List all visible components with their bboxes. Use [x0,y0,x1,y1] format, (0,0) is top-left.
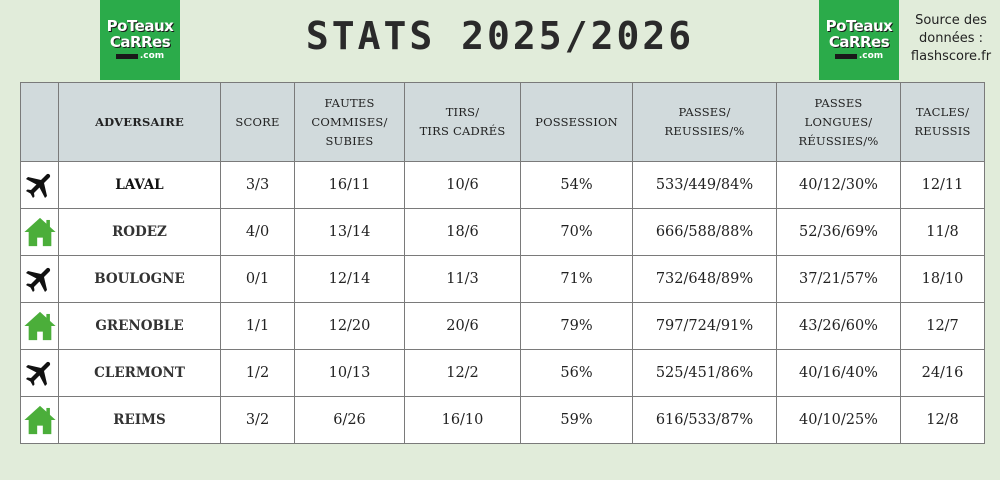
table-row: RODEZ 4/0 13/14 18/6 70% 666/588/88% 52/36/69%… [20,208,985,256]
cell-possession: 79% [520,302,633,350]
cell-adversaire: RODEZ [58,208,221,256]
cell-tacles: 12/11 [900,161,985,209]
cell-adversaire: BOULOGNE [58,255,221,303]
cell-possession: 59% [520,396,633,444]
cell-fautes: 12/20 [294,302,405,350]
cell-score: 0/1 [220,255,295,303]
stats-table: ADVERSAIRE SCORE FAUTES COMMISES/ SUBIES… [20,82,985,444]
logo-text-line1: PoTeaux [825,17,893,35]
header-possession: POSSESSION [520,82,633,162]
cell-fautes: 16/11 [294,161,405,209]
source-line1: Source des [915,13,987,28]
header-venue [20,82,59,162]
cell-fautes: 12/14 [294,255,405,303]
cell-tirs: 18/6 [404,208,521,256]
header-passes-longues: PASSES LONGUES/ RÉUSSIES/% [776,82,901,162]
cell-fautes: 10/13 [294,349,405,397]
cell-passes-longues: 40/10/25% [776,396,901,444]
cell-passes: 533/449/84% [632,161,777,209]
table-row: REIMS 3/2 6/26 16/10 59% 616/533/87% 40/10/25%… [20,396,985,444]
logo-text-line1: PoTeaux [106,17,174,35]
cell-score: 1/2 [220,349,295,397]
source-line3: flashscore.fr [910,49,992,64]
venue-cell [20,208,59,256]
table-row: GRENOBLE 1/1 12/20 20/6 79% 797/724/91% 43/26/… [20,302,985,350]
cell-adversaire: REIMS [58,396,221,444]
cell-fautes: 13/14 [294,208,405,256]
cell-passes: 797/724/91% [632,302,777,350]
cell-passes-longues: 43/26/60% [776,302,901,350]
venue-cell [20,349,59,397]
cell-adversaire: LAVAL [58,161,221,209]
header-passes: PASSES/ REUSSIES/% [632,82,777,162]
table-row: CLERMONT 1/2 10/13 12/2 56% 525/451/86% 40/16/… [20,349,985,397]
cell-passes: 732/648/89% [632,255,777,303]
venue-cell [20,161,59,209]
plane-icon [21,356,58,390]
header-fautes: FAUTES COMMISES/ SUBIES [294,82,405,162]
plane-icon [21,168,58,202]
table-row: LAVAL 3/3 16/11 10/6 54% 533/449/84% 40/12/30%… [20,161,985,209]
home-icon [21,403,58,437]
cell-fautes: 6/26 [294,396,405,444]
source-line2: données : [919,31,983,46]
poteaux-carres-logo-right: PoTeaux CaRRes .com [819,0,899,80]
cell-passes: 616/533/87% [632,396,777,444]
cell-passes: 525/451/86% [632,349,777,397]
header-tirs: TIRS/ TIRS CADRÉS [404,82,521,162]
home-icon [21,309,58,343]
cell-tirs: 11/3 [404,255,521,303]
header-tacles: TACLES/ REUSSIS [900,82,985,162]
cell-tacles: 12/8 [900,396,985,444]
cell-passes-longues: 37/21/57% [776,255,901,303]
cell-score: 3/2 [220,396,295,444]
plane-icon [21,262,58,296]
cell-tacles: 24/16 [900,349,985,397]
cell-possession: 71% [520,255,633,303]
cell-adversaire: CLERMONT [58,349,221,397]
header-score: SCORE [220,82,295,162]
table-header-row: ADVERSAIRE SCORE FAUTES COMMISES/ SUBIES… [20,82,985,162]
home-icon [21,215,58,249]
logo-text-line2: CaRRes [828,33,890,51]
cell-score: 4/0 [220,208,295,256]
cell-passes-longues: 40/12/30% [776,161,901,209]
logo-text-line2: CaRRes [109,33,171,51]
cell-adversaire: GRENOBLE [58,302,221,350]
cell-tirs: 20/6 [404,302,521,350]
venue-cell [20,302,59,350]
data-source-note: Source des données : flashscore.fr [906,12,996,66]
cell-passes: 666/588/88% [632,208,777,256]
page-title: STATS 2025/2026 [305,14,695,58]
venue-cell [20,396,59,444]
cell-possession: 54% [520,161,633,209]
logo-text-line3: .com [115,52,164,61]
cell-passes-longues: 52/36/69% [776,208,901,256]
cell-tacles: 12/7 [900,302,985,350]
cell-tacles: 18/10 [900,255,985,303]
header-adversaire: ADVERSAIRE [58,82,221,162]
poteaux-carres-logo-left: PoTeaux CaRRes .com [100,0,180,80]
cell-tacles: 11/8 [900,208,985,256]
logo-text-line3: .com [834,52,883,61]
cell-tirs: 12/2 [404,349,521,397]
cell-passes-longues: 40/16/40% [776,349,901,397]
cell-tirs: 10/6 [404,161,521,209]
cell-possession: 56% [520,349,633,397]
cell-possession: 70% [520,208,633,256]
venue-cell [20,255,59,303]
cell-score: 3/3 [220,161,295,209]
table-row: BOULOGNE 0/1 12/14 11/3 71% 732/648/89% 37/21/… [20,255,985,303]
cell-tirs: 16/10 [404,396,521,444]
cell-score: 1/1 [220,302,295,350]
